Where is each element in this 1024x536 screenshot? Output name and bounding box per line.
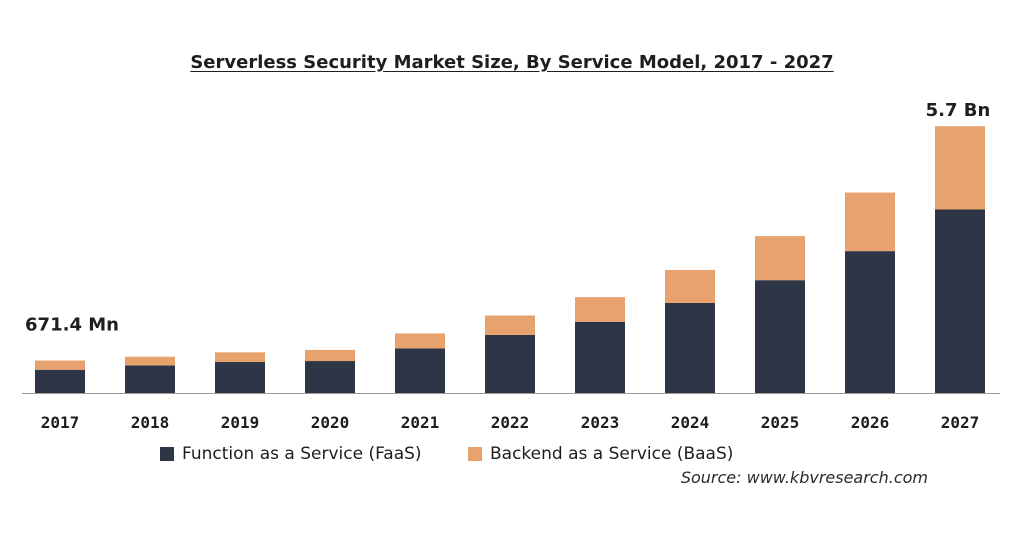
bar-baas-2017 bbox=[35, 360, 85, 370]
legend-swatch-baas bbox=[468, 447, 482, 461]
bar-faas-2023 bbox=[575, 321, 625, 393]
bar-faas-2020 bbox=[305, 361, 355, 393]
x-tick-label-2017: 2017 bbox=[41, 413, 80, 432]
bar-faas-2027 bbox=[935, 209, 985, 393]
bar-faas-2025 bbox=[755, 280, 805, 393]
bar-baas-2027 bbox=[935, 126, 985, 210]
bar-faas-2018 bbox=[125, 365, 175, 393]
x-tick-label-2019: 2019 bbox=[221, 413, 260, 432]
bar-faas-2021 bbox=[395, 348, 445, 393]
chart-title: Serverless Security Market Size, By Serv… bbox=[190, 52, 834, 73]
bar-baas-2020 bbox=[305, 349, 355, 362]
bar-baas-2023 bbox=[575, 297, 625, 322]
bar-faas-2019 bbox=[215, 362, 265, 393]
bar-faas-2017 bbox=[35, 369, 85, 393]
annotation-2027: 5.7 Bn bbox=[926, 100, 991, 121]
bar-baas-2021 bbox=[395, 333, 445, 349]
bar-baas-2022 bbox=[485, 315, 535, 335]
bar-baas-2026 bbox=[845, 192, 895, 252]
x-tick-label-2021: 2021 bbox=[401, 413, 440, 432]
x-tick-label-2022: 2022 bbox=[491, 413, 530, 432]
x-tick-label-2018: 2018 bbox=[131, 413, 170, 432]
x-tick-label-2025: 2025 bbox=[761, 413, 800, 432]
legend-item-baas: Backend as a Service (BaaS) bbox=[468, 442, 733, 466]
bar-baas-2019 bbox=[215, 352, 265, 363]
bar-faas-2022 bbox=[485, 334, 535, 393]
x-tick-label-2026: 2026 bbox=[851, 413, 890, 432]
legend-label-faas: Function as a Service (FaaS) bbox=[182, 444, 422, 464]
chart-legend: Function as a Service (FaaS) Backend as … bbox=[0, 442, 1024, 466]
legend-label-baas: Backend as a Service (BaaS) bbox=[490, 444, 734, 464]
bar-baas-2025 bbox=[755, 236, 805, 281]
bar-baas-2018 bbox=[125, 356, 175, 366]
bar-faas-2026 bbox=[845, 251, 895, 393]
x-tick-label-2020: 2020 bbox=[311, 413, 350, 432]
annotation-2017: 671.4 Mn bbox=[25, 315, 119, 336]
x-tick-label-2027: 2027 bbox=[941, 413, 980, 432]
x-tick-label-2024: 2024 bbox=[671, 413, 710, 432]
source-note: Source: www.kbvresearch.com bbox=[680, 468, 928, 487]
x-tick-label-2023: 2023 bbox=[581, 413, 620, 432]
legend-item-faas: Function as a Service (FaaS) bbox=[160, 442, 422, 466]
bar-baas-2024 bbox=[665, 270, 715, 303]
bar-faas-2024 bbox=[665, 302, 715, 393]
legend-swatch-faas bbox=[160, 447, 174, 461]
